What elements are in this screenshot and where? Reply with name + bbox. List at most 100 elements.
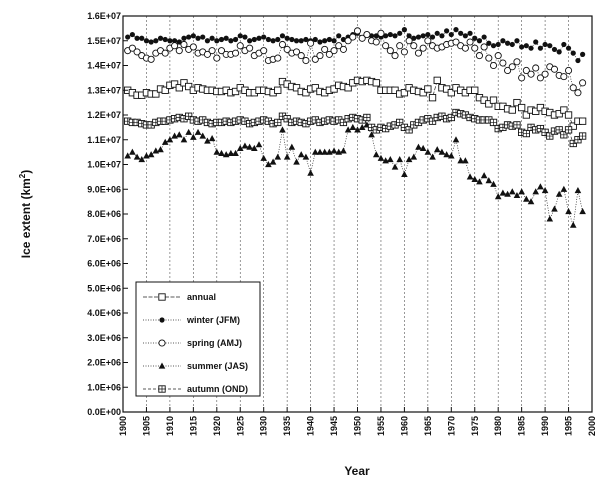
point-annual [433,76,441,85]
point-winter-jfm [167,38,173,44]
point-annual [419,89,427,97]
point-spring-amj [400,48,408,56]
point-summer-jas [541,186,549,194]
point-winter-jfm [270,38,276,44]
point-winter-jfm [204,38,211,44]
point-spring-amj [128,44,136,52]
point-summer-jas [448,152,455,159]
point-summer-jas [354,126,361,133]
point-spring-amj [302,57,310,65]
x-tick-label: 1925 [235,416,245,436]
point-spring-amj [316,52,324,60]
point-winter-jfm [214,38,220,44]
point-spring-amj [489,61,498,70]
point-spring-amj [461,44,469,52]
point-winter-jfm [195,35,201,41]
x-axis-title: Year [344,464,370,478]
point-winter-jfm [275,36,281,43]
point-winter-jfm [462,33,468,39]
point-spring-amj [353,27,362,35]
legend-entry-annual: annual [143,292,216,302]
point-winter-jfm [200,34,206,40]
point-spring-amj [550,65,559,73]
point-spring-amj [485,54,493,62]
point-annual [372,79,380,87]
point-summer-jas [133,153,141,160]
point-annual [231,87,240,96]
point-spring-amj [386,47,394,55]
point-winter-jfm [439,33,445,39]
point-summer-jas [161,138,169,145]
point-spring-amj [292,48,301,56]
point-spring-amj [133,48,141,56]
point-summer-jas [368,131,375,138]
point-summer-jas [213,148,221,155]
point-spring-amj [330,47,338,55]
legend-entry-spring-amj: spring (AMJ) [143,338,242,348]
point-summer-jas [523,195,530,202]
legend: annual winter (JFM) spring (AMJ) summer (JA… [135,281,261,397]
point-winter-jfm [509,41,515,48]
point-spring-amj [236,42,244,50]
point-winter-jfm [467,30,473,36]
x-tick-label: 1985 [517,416,527,436]
point-summer-jas [180,136,188,143]
y-tick-label: 8.0E+06 [87,209,121,219]
legend-label: annual [187,292,216,302]
point-spring-amj [532,64,540,72]
point-spring-amj [232,49,240,57]
point-winter-jfm [415,34,422,40]
point-spring-amj [424,37,432,45]
point-summer-jas [513,191,521,199]
point-summer-jas [307,169,314,176]
point-winter-jfm [542,41,548,48]
point-winter-jfm [514,38,520,44]
point-spring-amj [344,37,352,45]
point-summer-jas [344,126,352,133]
point-summer-jas [457,157,464,164]
point-winter-jfm [580,51,586,57]
x-tick-label: 1905 [141,416,151,436]
point-autumn-ond-cross [546,132,553,140]
x-tick-label: 1920 [212,416,222,436]
legend-entry-summer-jas: summer (JAS) [143,361,248,371]
x-tick-label: 1955 [376,416,386,436]
point-summer-jas [157,146,164,153]
point-winter-jfm [401,27,407,33]
point-winter-jfm [326,36,332,43]
point-winter-jfm [293,38,300,44]
point-spring-amj [480,43,488,51]
point-annual [152,90,160,98]
y-axis-title-end: ) [19,170,33,174]
point-summer-jas [452,136,460,143]
point-annual [311,84,319,92]
point-annual [180,79,188,87]
point-winter-jfm [125,34,131,40]
point-autumn-ond-cross [565,126,572,134]
point-summer-jas [330,147,338,154]
point-summer-jas [494,193,502,200]
point-annual [424,85,432,93]
point-autumn-ond-cross [541,129,549,136]
point-autumn-ond-cross [537,125,544,132]
point-annual [508,106,516,114]
point-winter-jfm [139,35,145,41]
point-annual [161,86,169,94]
point-spring-amj [278,40,287,49]
point-spring-amj [494,52,502,60]
point-winter-jfm [176,39,182,45]
point-autumn-ond-cross [283,115,291,122]
point-summer-jas [504,190,511,197]
point-winter-jfm [486,40,492,46]
point-autumn-ond-cross [560,131,568,138]
point-autumn-ond-cross [513,121,521,129]
point-winter-jfm [551,46,558,53]
point-summer-jas [152,147,160,154]
x-tick-label: 1945 [329,416,339,436]
legend-label: autumn (OND) [187,384,248,394]
point-annual [344,84,352,92]
point-winter-jfm [420,33,426,39]
point-summer-jas [508,188,516,195]
point-spring-amj [522,66,530,74]
series-winter-jfm [125,27,586,64]
